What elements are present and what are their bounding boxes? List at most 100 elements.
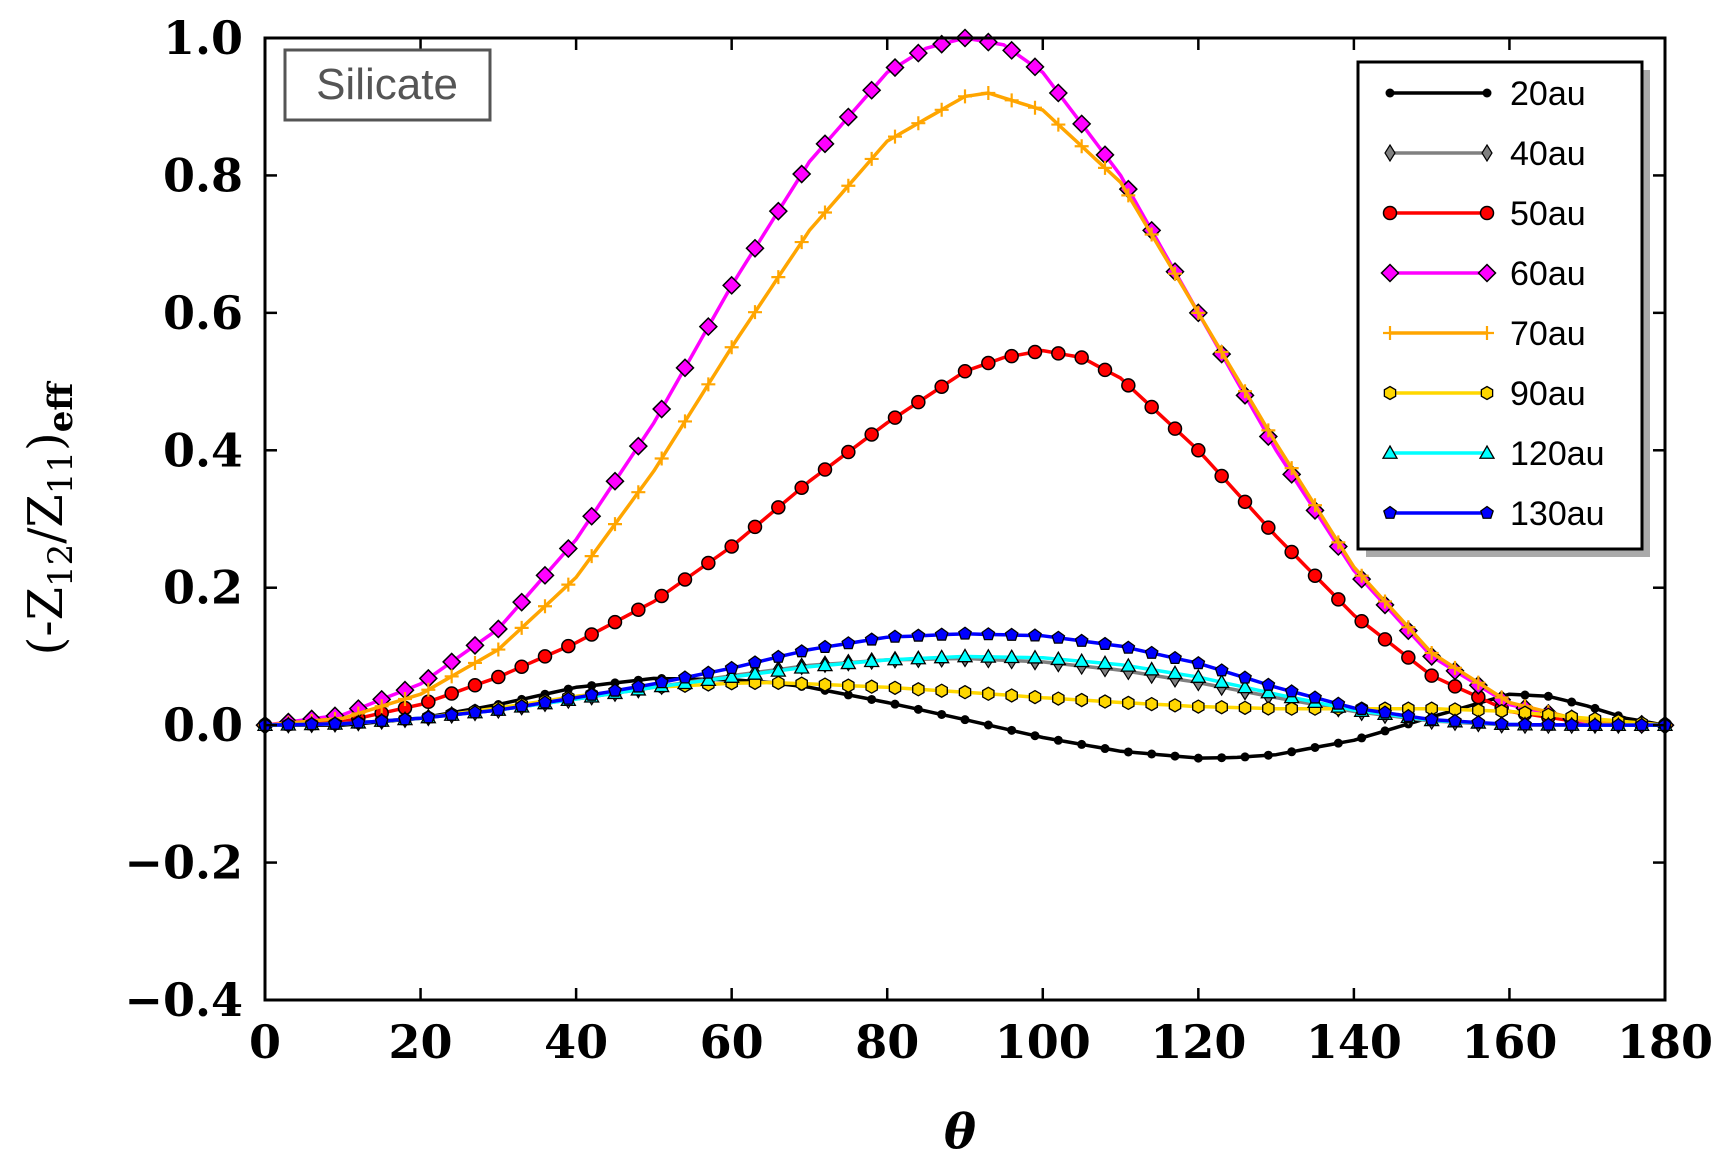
legend-entry-90au: 90au xyxy=(1383,375,1586,413)
data-point-130au xyxy=(491,702,506,716)
data-point-50au xyxy=(911,394,926,410)
data-point-130au xyxy=(1471,715,1486,729)
data-point-70au xyxy=(818,205,832,220)
data-point-120au xyxy=(1236,679,1254,694)
data-point-70au xyxy=(561,577,576,592)
data-point-50au xyxy=(1377,632,1393,647)
data-point-50au xyxy=(561,638,576,654)
x-tick-label: 20 xyxy=(389,1015,453,1069)
data-point-70au xyxy=(1074,139,1089,154)
data-point-130au xyxy=(1541,717,1556,731)
data-point-90au xyxy=(1075,692,1088,708)
data-point-120au xyxy=(933,649,950,664)
data-point-70au xyxy=(934,102,949,117)
data-point-90au xyxy=(1238,700,1252,716)
data-point-130au xyxy=(1588,717,1602,732)
data-point-20au xyxy=(1310,742,1320,752)
data-point-20au xyxy=(913,704,923,714)
annotation-label: Silicate xyxy=(316,60,458,109)
data-point-50au xyxy=(1214,468,1229,484)
data-point-70au xyxy=(864,151,879,166)
data-point-130au xyxy=(304,717,319,731)
data-point-20au xyxy=(1357,733,1367,743)
data-point-60au xyxy=(698,317,718,337)
x-tick-label: 100 xyxy=(995,1015,1091,1069)
annotation-box: Silicate xyxy=(283,48,492,122)
ticks-layer: 0 20 40 60 80 100 120 140 160 180 −0.4 −0.2 0.0 0.2 0.… xyxy=(124,11,1713,1069)
data-point-90au xyxy=(865,679,878,694)
legend-frame xyxy=(1356,60,1644,551)
legend-entries: 20au 40au 50au 60au 70au 90au 120au 130au xyxy=(1380,75,1605,533)
legend-marker xyxy=(1385,88,1395,98)
data-point-70au xyxy=(1028,100,1042,115)
data-point-70au xyxy=(1471,675,1486,690)
x-tick-label: 180 xyxy=(1617,1015,1713,1069)
data-point-50au xyxy=(1424,668,1439,683)
data-point-130au xyxy=(934,627,949,641)
data-point-70au xyxy=(1168,266,1182,281)
data-point-130au xyxy=(608,683,622,697)
legend-entry-120au: 120au xyxy=(1381,435,1605,473)
data-point-120au xyxy=(746,665,764,680)
data-point-70au xyxy=(1004,93,1019,108)
data-point-50au xyxy=(1261,520,1276,535)
data-point-60au xyxy=(792,164,812,184)
data-point-130au xyxy=(1494,716,1509,730)
data-point-120au xyxy=(840,654,857,670)
data-point-130au xyxy=(538,695,552,709)
data-point-70au xyxy=(1354,568,1369,583)
y-axis-title-sub2: 11 xyxy=(41,451,81,494)
data-point-130au xyxy=(678,670,692,684)
data-point-70au xyxy=(771,270,786,285)
data-point-120au xyxy=(1026,649,1044,664)
data-point-50au xyxy=(514,659,529,674)
data-point-50au xyxy=(771,500,786,515)
legend-marker xyxy=(1480,385,1494,401)
data-point-130au xyxy=(864,632,879,646)
data-point-130au xyxy=(281,717,296,731)
data-point-130au xyxy=(1518,717,1532,731)
data-point-70au xyxy=(1331,535,1346,550)
data-point-120au xyxy=(816,657,834,672)
data-point-70au xyxy=(1308,498,1322,513)
data-point-20au xyxy=(587,681,597,691)
data-point-20au xyxy=(1100,744,1110,754)
data-point-50au xyxy=(724,539,739,554)
data-point-130au xyxy=(1214,663,1229,677)
x-tick-label: 60 xyxy=(700,1015,764,1069)
data-point-130au xyxy=(514,699,529,713)
data-point-130au xyxy=(328,716,342,730)
x-tick-label: 120 xyxy=(1150,1015,1246,1069)
data-point-130au xyxy=(1634,717,1649,732)
data-point-70au xyxy=(724,340,739,355)
data-point-50au xyxy=(1354,613,1369,629)
data-point-60au xyxy=(1072,114,1092,134)
data-point-50au xyxy=(1004,348,1019,364)
data-point-130au xyxy=(841,636,856,650)
y-tick-label: −0.4 xyxy=(124,973,243,1027)
data-point-130au xyxy=(888,629,902,643)
data-point-60au xyxy=(1025,57,1045,77)
data-point-60au xyxy=(465,635,485,655)
data-point-120au xyxy=(1143,661,1160,676)
data-point-130au xyxy=(748,655,762,669)
data-point-130au xyxy=(981,627,996,641)
data-point-90au xyxy=(1145,696,1158,712)
data-point-60au xyxy=(932,34,952,54)
data-point-50au xyxy=(1167,421,1183,436)
data-point-120au xyxy=(910,650,927,665)
legend-marker xyxy=(1383,385,1397,401)
data-point-60au xyxy=(838,107,858,127)
data-point-50au xyxy=(1074,350,1089,365)
data-point-20au xyxy=(1147,749,1157,759)
data-point-20au xyxy=(1030,731,1040,741)
data-point-60au xyxy=(488,619,508,639)
legend-marker xyxy=(1383,505,1397,519)
data-point-90au xyxy=(1052,691,1065,706)
y-axis-title-mid: /Z xyxy=(18,494,74,544)
data-point-50au xyxy=(1191,443,1206,458)
data-point-130au xyxy=(654,675,669,689)
data-point-50au xyxy=(1237,494,1253,510)
y-tick-label: 0.0 xyxy=(163,698,243,752)
